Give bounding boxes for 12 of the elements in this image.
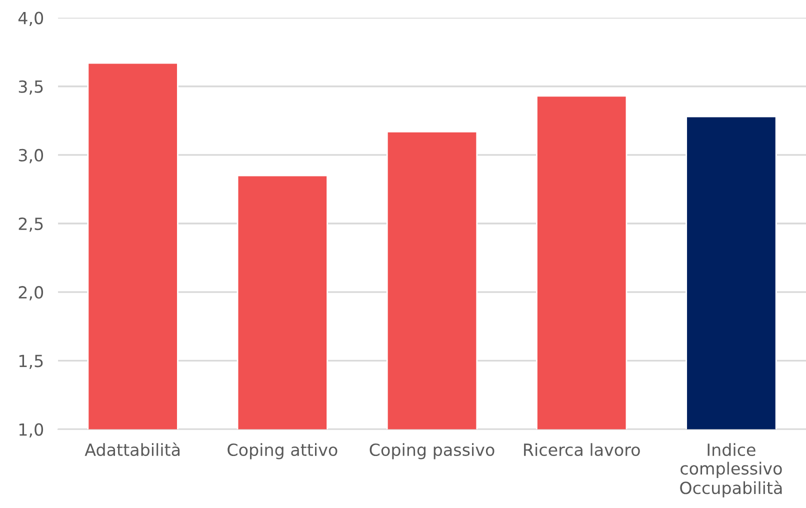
y-tick-label: 1,5 xyxy=(19,354,43,369)
x-tick-label: Adattabilità xyxy=(84,442,180,456)
x-tick-label: Coping attivo xyxy=(228,443,338,460)
y-tick-label: 3,0 xyxy=(18,148,44,164)
x-tick-label: Indice complessivo Occupabilità xyxy=(680,443,782,498)
y-tick-label: 1,0 xyxy=(19,423,44,438)
y-tick-label: 3,5 xyxy=(18,80,43,95)
x-tick-label: Coping passivo xyxy=(370,443,494,460)
x-tick-label: Ricerca lavoro xyxy=(524,443,640,456)
y-tick-label: 2,0 xyxy=(18,286,44,300)
y-tick-label: 2,5 xyxy=(18,217,43,232)
y-tick-label: 4,0 xyxy=(18,12,44,26)
